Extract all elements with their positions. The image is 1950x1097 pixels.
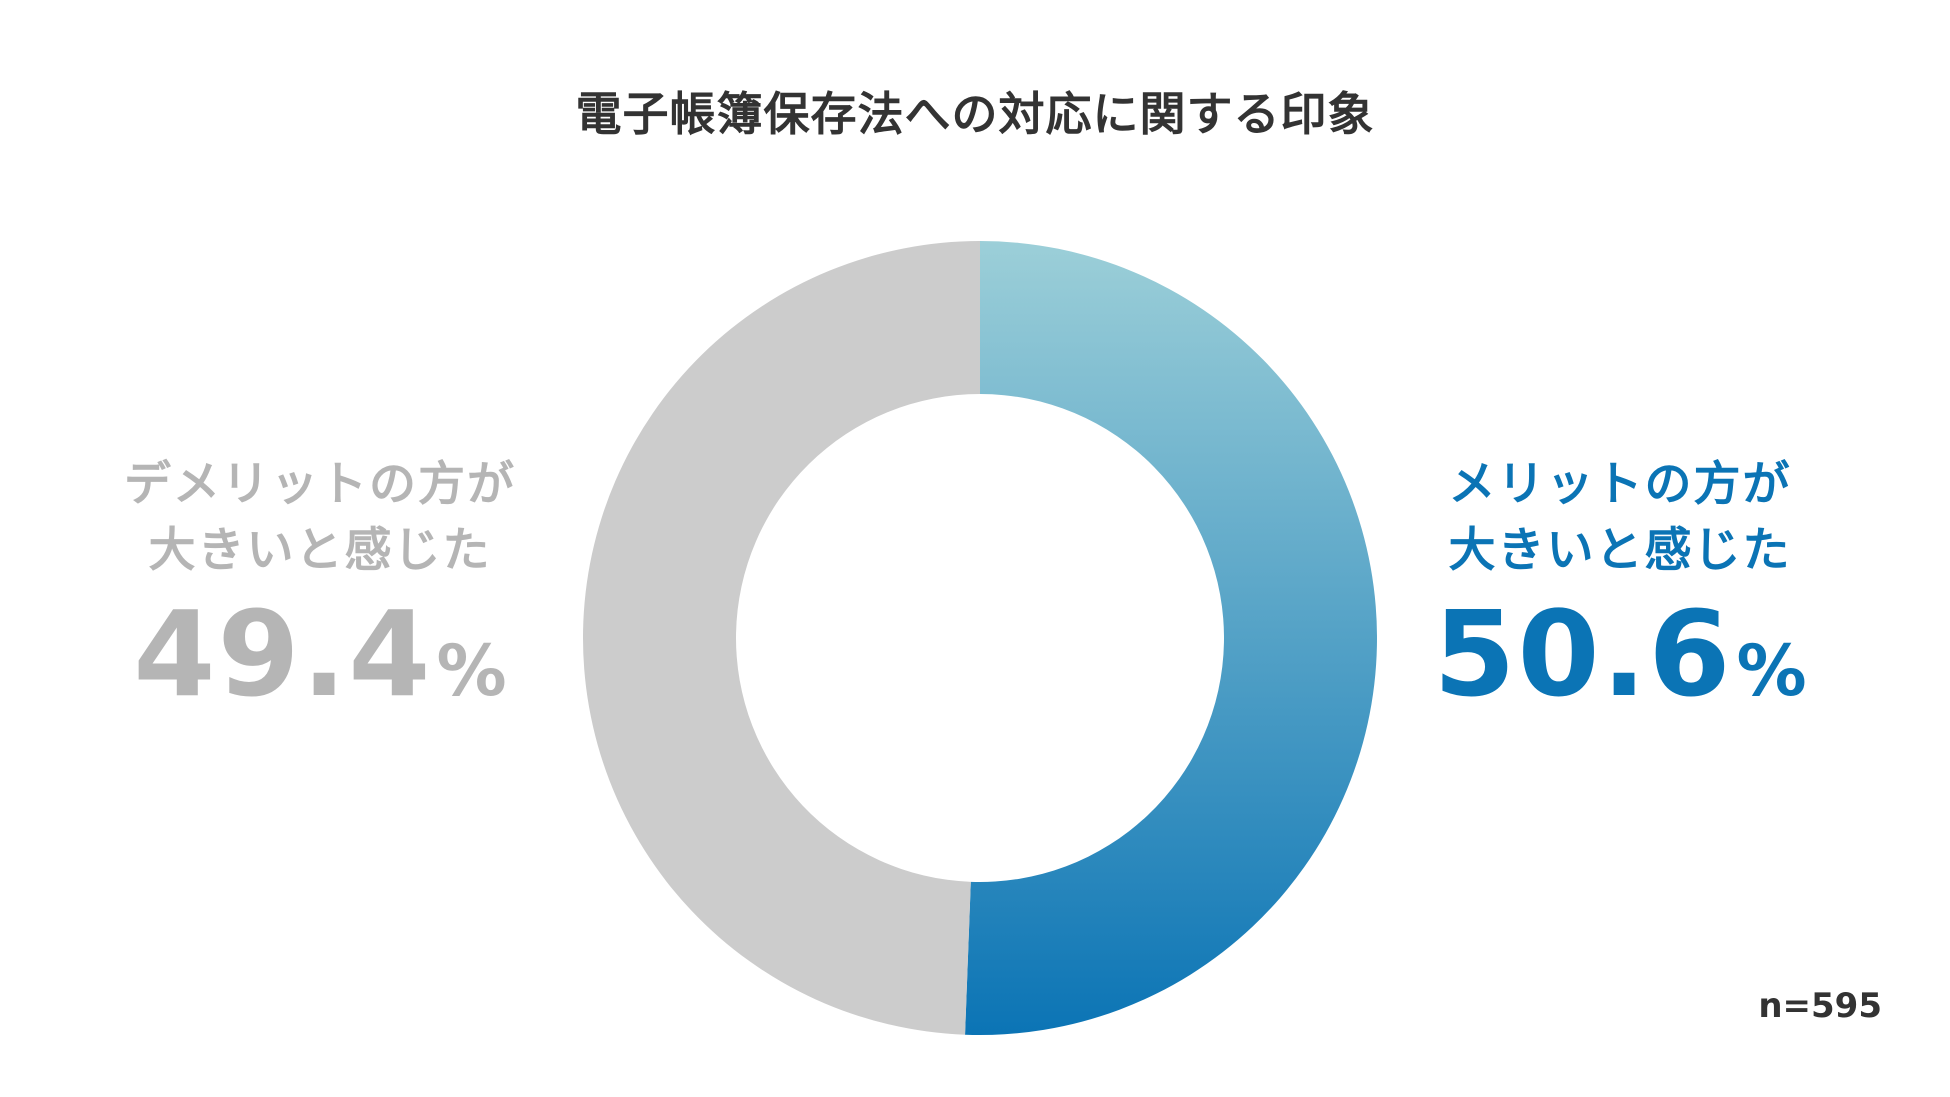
- merit-slice: [965, 241, 1377, 1035]
- merit-label: メリットの方が 大きいと感じた 50.6%: [1410, 452, 1830, 750]
- demerit-label: デメリットの方が 大きいと感じた 49.4%: [110, 452, 530, 750]
- demerit-value: 49.4%: [110, 594, 530, 750]
- demerit-label-line1: デメリットの方が: [124, 457, 516, 512]
- demerit-label-line2: 大きいと感じた: [148, 523, 492, 578]
- merit-value: 50.6%: [1410, 594, 1830, 750]
- demerit-slice: [582, 241, 980, 1035]
- donut-slices: [582, 241, 1377, 1035]
- merit-label-line2: 大きいと感じた: [1448, 523, 1792, 578]
- sample-size-note: n=595: [1758, 986, 1882, 1026]
- chart-title: 電子帳簿保存法への対応に関する印象: [575, 87, 1375, 141]
- merit-label-line1: メリットの方が: [1448, 457, 1792, 512]
- demerit-value-number: 49.4: [133, 585, 433, 723]
- merit-value-unit: %: [1736, 630, 1807, 712]
- demerit-value-unit: %: [436, 630, 507, 712]
- merit-value-number: 50.6: [1433, 585, 1733, 723]
